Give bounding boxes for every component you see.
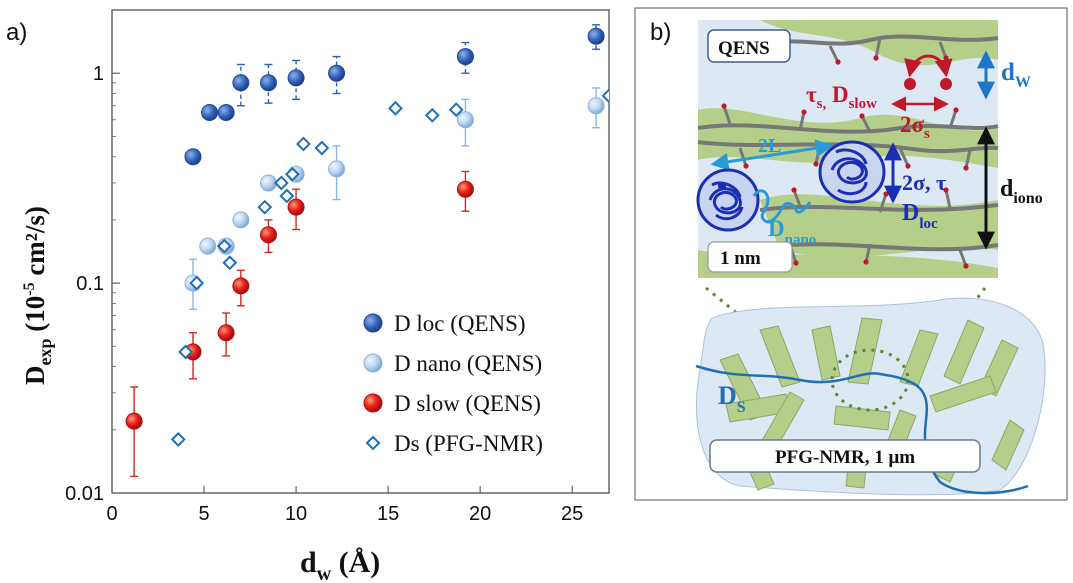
x-tick-label: 25 [561,503,583,525]
series-3 [170,88,609,447]
data-point [232,211,250,229]
data-point [287,69,305,87]
data-point [314,140,330,156]
y-tick-label: 1 [93,63,104,85]
hop-site-right [940,78,952,90]
two-l-label: 2L [758,135,781,157]
legend-label: D slow (QENS) [394,391,541,416]
scale-1nm-label: 1 nm [720,248,761,269]
pfg-label-box [709,439,981,473]
plot-frame [111,9,610,494]
y-tick-label: 0.01 [65,483,104,505]
two-l-arrow [710,139,834,171]
data-point [587,97,605,115]
qens-schematic: QENS τs, Dslow 2σs dW 2L Dnano [696,20,1043,278]
hop-site-left [904,78,916,90]
hop-arrow [904,54,953,78]
data-point [170,432,186,447]
x-tick-label: 20 [469,503,491,525]
data-point [328,160,346,178]
chain-4 [759,203,999,212]
data-point [259,74,277,92]
ds-label: DS [718,381,746,416]
data-point [217,324,235,342]
data-point [456,111,474,129]
series-layer [125,24,609,478]
dw-label: dW [1001,59,1031,91]
polymer-coil-left [696,168,760,232]
data-point [189,275,205,291]
data-point [232,74,250,92]
zoom-line-left [705,286,845,402]
scale-1nm-box [707,241,793,273]
data-point [259,226,277,244]
coil-left-center [718,182,726,190]
data-point [178,344,194,360]
data-point [424,107,440,123]
data-point [284,166,300,182]
series-1 [184,87,605,311]
d-iono-label: diono [1000,176,1043,207]
data-point [456,180,474,198]
data-point [601,88,609,104]
legend-marker [363,313,383,333]
x-tick-label: 0 [106,503,117,525]
data-point [273,175,289,191]
data-point [222,255,238,271]
data-point [456,48,474,66]
d-nano-label: Dnano [768,216,816,248]
data-point [201,103,219,121]
panel-label-b: b) [650,19,671,46]
data-point [217,103,235,121]
qens-label-box [707,29,791,63]
x-tick-label: 15 [377,503,399,525]
data-point [216,238,232,254]
ds-trajectory [695,364,1029,495]
data-point [279,188,295,204]
two-sigma-tau-label: 2σ, τ [902,170,946,195]
y-axis-title: Dexp (10-5 cm²/s) [20,206,55,385]
data-point [232,277,250,295]
legend-label: Ds (PFG-NMR) [394,431,543,456]
y-tick-label: 0.1 [76,273,104,295]
pfg-label: PFG-NMR, 1 μm [775,447,915,468]
legend: D loc (QENS) D nano (QENS) D slow (QENS) Ds… [363,311,543,456]
series-0 [184,24,605,166]
data-point [296,136,311,152]
legend-label: D loc (QENS) [394,311,526,336]
data-point [287,198,305,216]
data-point [257,199,273,215]
qens-label: QENS [718,38,770,59]
legend-marker [365,435,381,451]
data-point [199,237,217,255]
data-point [587,27,605,45]
d-loc-label: Dloc [902,200,938,232]
x-tick-label: 5 [198,503,209,525]
tau-s-dslow-label: τs, Dslow [806,82,877,112]
panel-label-a: a) [6,19,27,46]
data-point [184,148,202,166]
chain-1 [759,34,999,47]
pfg-schematic: DS PFG-NMR, 1 μm [695,297,1046,496]
sigma-s-label: 2σs [900,112,930,142]
nano-path [752,189,812,224]
legend-label: D nano (QENS) [394,351,542,376]
legend-marker [363,353,383,373]
x-tick-label: 10 [285,503,307,525]
data-point [448,102,464,118]
x-axis-title: dw (Å) [300,546,380,583]
chart-a: 0 5 10 15 20 25 0.01 0.1 1 dw (Å) Dexp (10-5 cm… [20,9,610,583]
x-axis-ticks: 0 5 10 15 20 25 [106,486,583,525]
y-axis-ticks: 0.01 0.1 1 [65,63,120,505]
polymer-coil-right [818,140,886,204]
chain-2 [697,123,999,134]
legend-marker [363,393,383,413]
data-point [125,412,143,430]
data-point [388,100,403,116]
data-point [328,64,346,82]
